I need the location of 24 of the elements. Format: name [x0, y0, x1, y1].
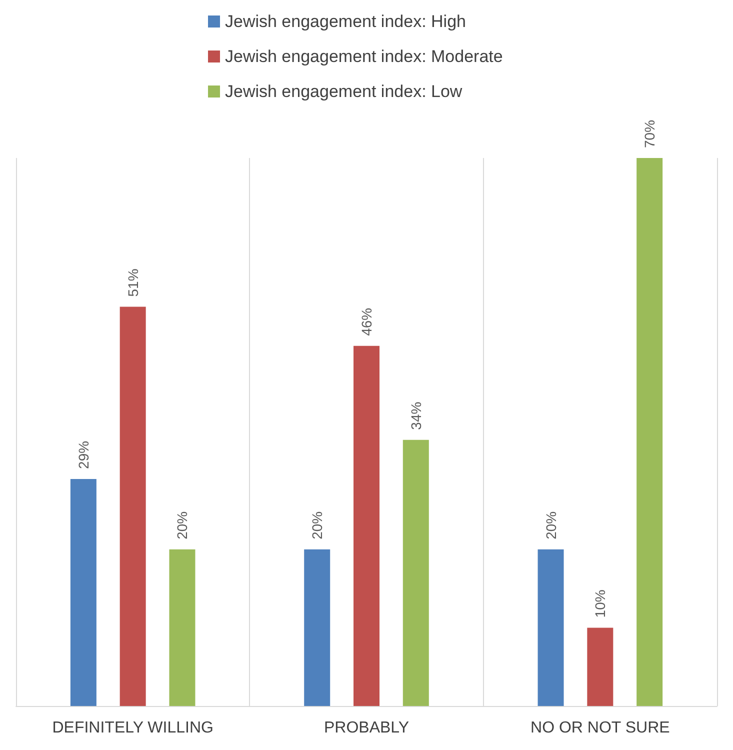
data-label: 51% [124, 268, 141, 297]
legend-label: Jewish engagement index: High [225, 12, 466, 31]
data-label: 20% [174, 511, 190, 540]
data-label: 10% [592, 590, 608, 618]
x-tick-label: NO OR NOT SURE [530, 720, 670, 736]
bar [354, 346, 380, 706]
data-label: 20% [542, 511, 559, 540]
bar [70, 478, 96, 706]
bar [538, 549, 564, 706]
legend-label: Jewish engagement index: Moderate [225, 47, 503, 66]
data-label: 29% [75, 440, 92, 469]
data-label: 20% [309, 511, 326, 540]
x-tick-label: DEFINITELY WILLING [52, 720, 214, 736]
bar [304, 549, 330, 706]
bar [402, 440, 429, 706]
data-label: 46% [358, 308, 374, 336]
bar [169, 549, 196, 706]
data-label: 70% [642, 120, 658, 148]
x-tick-label: PROBABLY [324, 720, 410, 736]
data-label: 34% [408, 402, 424, 430]
legend-label: Jewish engagement index: Low [225, 82, 463, 101]
bar [587, 628, 614, 706]
bar [120, 306, 146, 706]
bar [636, 158, 663, 706]
